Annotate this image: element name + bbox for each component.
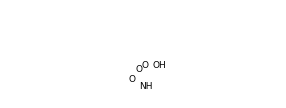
Text: O: O [129,75,136,84]
Text: OH: OH [153,61,166,70]
Text: O: O [142,61,148,70]
Text: NH: NH [139,82,152,91]
Text: O: O [135,65,142,74]
